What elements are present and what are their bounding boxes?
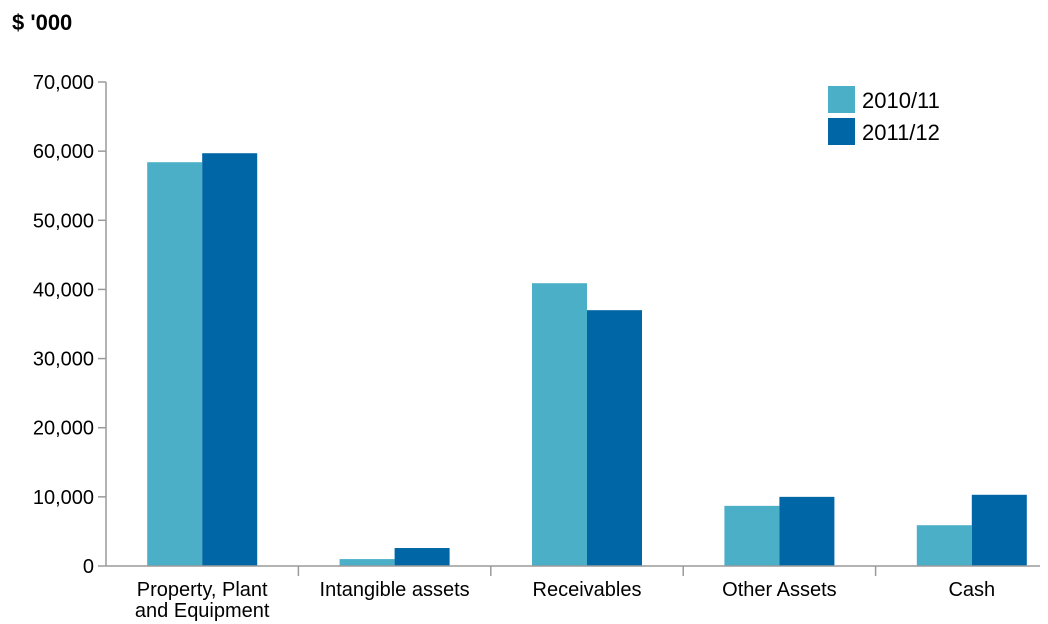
bar-2010-11-1 <box>339 559 395 566</box>
y-tick-label: 30,000 <box>33 349 94 371</box>
legend-swatch <box>828 118 855 145</box>
y-tick-label: 70,000 <box>33 72 94 94</box>
bar-2011-12-4 <box>971 494 1027 566</box>
x-category-label: Property, Plant and Equipment <box>135 579 270 622</box>
bar-2011-12-2 <box>587 310 642 566</box>
legend-label: 2010/11 <box>862 88 940 113</box>
y-unit-label: $ '000 <box>12 10 73 35</box>
y-tick-label: 10,000 <box>33 487 94 509</box>
bar-2010-11-4 <box>916 525 972 566</box>
x-category-label: Intangible assets <box>320 579 470 601</box>
bars-group <box>147 153 1027 566</box>
x-category-label: Receivables <box>533 579 642 601</box>
x-category-label: Other Assets <box>722 579 837 601</box>
y-tick-label: 0 <box>83 556 94 578</box>
y-tick-label: 50,000 <box>33 210 94 232</box>
bar-2010-11-0 <box>147 162 203 566</box>
bar-2010-11-2 <box>532 283 587 566</box>
y-tick-label: 20,000 <box>33 418 94 440</box>
bar-2011-12-0 <box>202 153 258 566</box>
bar-2011-12-3 <box>779 496 835 566</box>
bar-2011-12-1 <box>394 548 450 566</box>
y-ticks-group: 0 10,000 20,000 30,000 40,000 50,000 60,000 70,… <box>33 72 106 578</box>
y-tick-label: 40,000 <box>33 279 94 301</box>
legend-label: 2011/12 <box>862 120 940 145</box>
x-labels-group: Property, Plant and Equipment Intangible a… <box>135 579 995 622</box>
bar-2010-11-3 <box>724 505 780 566</box>
x-category-label: Cash <box>948 579 995 601</box>
legend: 2010/11 2011/12 <box>828 86 940 145</box>
legend-swatch <box>828 86 855 113</box>
x-ticks-group <box>297 566 877 576</box>
y-tick-label: 60,000 <box>33 141 94 163</box>
